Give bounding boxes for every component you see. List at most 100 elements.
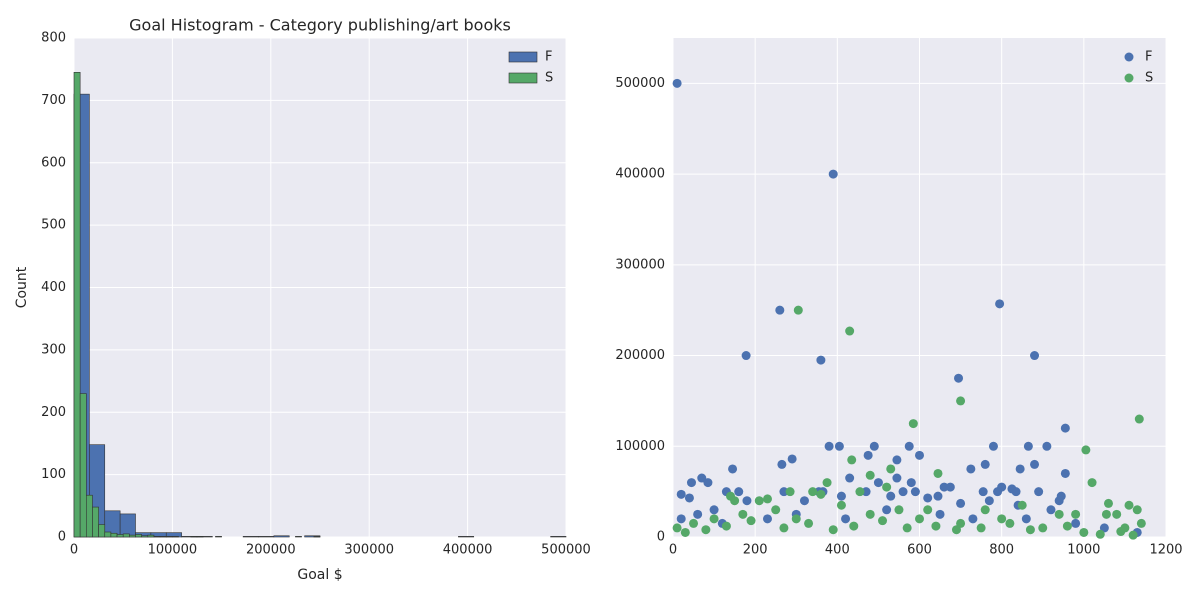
scatter-point <box>1062 521 1072 531</box>
scatter-point <box>672 523 682 533</box>
scatter-point <box>997 514 1007 524</box>
y-tick-label: 600 <box>41 155 66 170</box>
histogram-bar <box>273 535 290 538</box>
scatter-point <box>689 518 699 528</box>
histogram-bar <box>86 494 93 538</box>
histogram-bar <box>141 535 149 538</box>
scatter-point <box>828 169 838 179</box>
y-tick-label: 0 <box>657 530 665 545</box>
x-tick-label: 100000 <box>148 543 198 558</box>
scatter-point <box>933 468 943 478</box>
scatter-point <box>1079 527 1089 537</box>
scatter-point <box>734 487 744 497</box>
scatter-point <box>910 487 920 497</box>
subplot: 0 100 200 300 400 500 600 700 800 0 100000 200000 30… <box>14 16 591 584</box>
scatter-point <box>709 505 719 515</box>
scatter-point <box>951 525 961 535</box>
x-tick-label: 600 <box>907 543 932 558</box>
x-tick-label: 0 <box>669 543 677 558</box>
scatter-point <box>993 487 1003 497</box>
histogram-bar <box>258 536 275 538</box>
histogram-bar <box>110 532 118 538</box>
scatter-point <box>793 305 803 315</box>
scatter-point <box>779 523 789 533</box>
scatter-point <box>741 351 751 361</box>
x-tick-label: 1200 <box>1149 543 1182 558</box>
y-tick-label: 800 <box>41 31 66 46</box>
scatter-point <box>836 500 846 510</box>
scatter-point <box>1112 509 1122 519</box>
scatter-point <box>1046 505 1056 515</box>
x-tick-label: 200 <box>743 543 768 558</box>
scatter-point <box>701 525 711 535</box>
scatter-point <box>822 478 832 488</box>
scatter-point <box>978 487 988 497</box>
legend-swatch <box>1124 52 1134 62</box>
scatter-point <box>834 441 844 451</box>
scatter-point <box>762 494 772 504</box>
scatter-point <box>746 516 756 526</box>
scatter-point <box>984 496 994 506</box>
x-tick-label: 300000 <box>344 543 394 558</box>
scatter-point <box>1042 441 1052 451</box>
scatter-point <box>804 518 814 528</box>
scatter-point <box>882 505 892 515</box>
scatter-point <box>966 464 976 474</box>
scatter-point <box>1021 514 1031 524</box>
scatter-point <box>726 491 736 501</box>
legend-label: S <box>545 71 553 86</box>
scatter-point <box>878 516 888 526</box>
scatter-point <box>1134 414 1144 424</box>
scatter-point <box>1071 518 1081 528</box>
histogram-bar <box>295 536 302 538</box>
scatter-point <box>742 496 752 506</box>
histogram-bar <box>129 534 136 538</box>
scatter-point <box>836 491 846 501</box>
y-tick-label: 700 <box>41 93 66 108</box>
scatter-point <box>1038 523 1048 533</box>
scatter-point <box>1101 509 1111 519</box>
scatter-point <box>915 450 924 460</box>
scatter-point <box>1099 523 1109 533</box>
scatter-point <box>791 514 801 524</box>
x-tick-label: 0 <box>70 543 78 558</box>
scatter-point <box>1128 530 1138 540</box>
histogram-bar <box>122 533 130 538</box>
scatter-point <box>849 521 859 531</box>
scatter-point <box>1030 351 1040 361</box>
scatter-point <box>873 478 883 488</box>
scatter-point <box>954 373 964 383</box>
scatter-point <box>845 473 855 483</box>
scatter-point <box>775 305 785 315</box>
scatter-point <box>956 518 966 528</box>
scatter-point <box>908 419 918 429</box>
histogram-bar <box>242 536 259 538</box>
scatter-point <box>956 498 966 508</box>
scatter-point <box>1087 478 1097 488</box>
scatter-point <box>738 509 748 519</box>
y-tick-label: 400000 <box>615 167 665 182</box>
legend-swatch <box>508 51 538 63</box>
scatter-point <box>779 487 789 497</box>
scatter-point <box>939 482 949 492</box>
scatter-point <box>1023 441 1033 451</box>
scatter-point <box>1034 487 1044 497</box>
y-axis-label: Count <box>14 266 30 308</box>
histogram-bar <box>196 536 204 538</box>
scatter-point <box>1011 487 1021 497</box>
scatter-point <box>1025 525 1035 535</box>
scatter-point <box>816 355 826 365</box>
histogram-bar <box>458 536 475 538</box>
scatter-point <box>892 473 902 483</box>
scatter-point <box>935 509 945 519</box>
histogram-bar <box>153 536 161 538</box>
scatter-point <box>898 487 908 497</box>
x-tick-label: 200000 <box>246 543 296 558</box>
y-tick-label: 100 <box>41 467 66 482</box>
scatter-point <box>923 493 933 503</box>
scatter-point <box>1136 518 1146 528</box>
scatter-point <box>1103 498 1113 508</box>
scatter-point <box>676 489 686 499</box>
scatter-point <box>1054 509 1064 519</box>
